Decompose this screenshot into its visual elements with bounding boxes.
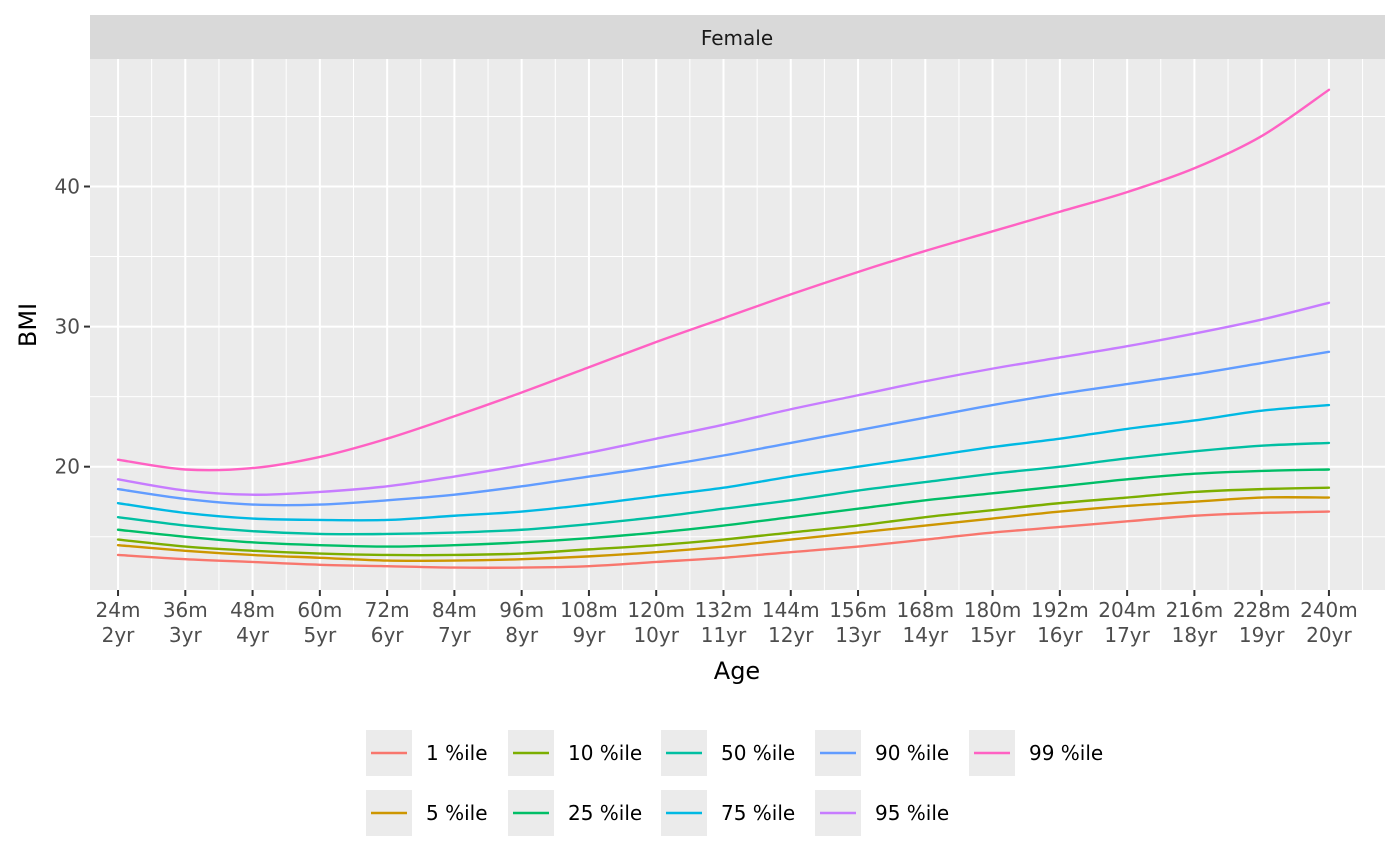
x-tick-label-months: 132m <box>695 598 753 622</box>
x-tick-label-years: 10yr <box>633 623 679 647</box>
x-tick-label-months: 108m <box>560 598 618 622</box>
x-tick-label-months: 84m <box>432 598 477 622</box>
x-tick-label-years: 3yr <box>169 623 203 647</box>
x-tick-label-months: 24m <box>96 598 141 622</box>
series-line-5-ile <box>116 496 1331 563</box>
series-line-10-ile <box>116 486 1331 557</box>
legend-label-10-ile: 10 %ile <box>568 741 642 765</box>
y-axis-title: BMI <box>14 303 42 347</box>
series-lines <box>116 88 1331 569</box>
x-tick-label-months: 168m <box>896 598 954 622</box>
x-tick-label-months: 192m <box>1031 598 1089 622</box>
legend-label-95-ile: 95 %ile <box>875 801 949 825</box>
x-tick-label-years: 16yr <box>1037 623 1083 647</box>
legend-label-50-ile: 50 %ile <box>721 741 795 765</box>
x-axis-title: Age <box>714 657 760 685</box>
y-axis: 20 30 40 <box>55 174 90 479</box>
series-line-95-ile <box>116 301 1331 496</box>
x-tick-label-months: 144m <box>762 598 820 622</box>
series-line-75-ile <box>116 403 1331 522</box>
x-tick-label-months: 216m <box>1166 598 1224 622</box>
series-line-50-ile <box>116 441 1331 536</box>
series-line-25-ile <box>116 468 1331 548</box>
legend-label-25-ile: 25 %ile <box>568 801 642 825</box>
y-tick-label: 30 <box>55 315 80 339</box>
x-tick-label-years: 8yr <box>505 623 539 647</box>
x-tick-label-years: 7yr <box>438 623 472 647</box>
x-tick-label-months: 96m <box>499 598 544 622</box>
x-tick-label-months: 48m <box>230 598 275 622</box>
x-tick-label-months: 156m <box>829 598 887 622</box>
legend-label-5-ile: 5 %ile <box>426 801 488 825</box>
x-tick-label-years: 18yr <box>1172 623 1218 647</box>
legend-label-1-ile: 1 %ile <box>426 741 488 765</box>
x-tick-label-years: 2yr <box>102 623 136 647</box>
x-tick-label-years: 9yr <box>573 623 607 647</box>
x-tick-label-years: 12yr <box>768 623 814 647</box>
x-tick-label-years: 17yr <box>1104 623 1150 647</box>
legend-label-75-ile: 75 %ile <box>721 801 795 825</box>
x-tick-label-months: 240m <box>1300 598 1358 622</box>
x-tick-label-years: 13yr <box>835 623 881 647</box>
x-tick-label-months: 204m <box>1098 598 1156 622</box>
x-tick-label-years: 11yr <box>701 623 747 647</box>
x-tick-label-years: 15yr <box>970 623 1016 647</box>
x-tick-label-months: 120m <box>627 598 685 622</box>
facet-strip <box>90 15 1385 59</box>
x-tick-label-years: 4yr <box>236 623 270 647</box>
x-tick-label-years: 14yr <box>903 623 949 647</box>
plot-panel <box>90 59 1385 590</box>
series-line-99-ile <box>116 88 1331 472</box>
y-tick-label: 20 <box>55 455 80 479</box>
x-tick-label-months: 228m <box>1233 598 1291 622</box>
y-tick-label: 40 <box>55 174 80 198</box>
legend-label-90-ile: 90 %ile <box>875 741 949 765</box>
x-tick-label-months: 180m <box>964 598 1022 622</box>
legend-label-99-ile: 99 %ile <box>1029 741 1103 765</box>
grid-minor <box>90 59 1385 590</box>
x-tick-label-years: 19yr <box>1239 623 1285 647</box>
x-tick-label-years: 6yr <box>371 623 405 647</box>
x-tick-label-months: 72m <box>365 598 410 622</box>
x-tick-label-months: 60m <box>297 598 342 622</box>
x-tick-label-months: 36m <box>163 598 208 622</box>
series-line-90-ile <box>116 350 1331 507</box>
series-line-1-ile <box>116 510 1331 569</box>
legend: 1 %ile 10 %ile 50 %ile 90 %ile 99 %ile 5 %ile… <box>366 730 1103 836</box>
facet-strip-label: Female <box>701 26 773 50</box>
x-tick-label-years: 5yr <box>303 623 337 647</box>
x-tick-label-years: 20yr <box>1306 623 1352 647</box>
